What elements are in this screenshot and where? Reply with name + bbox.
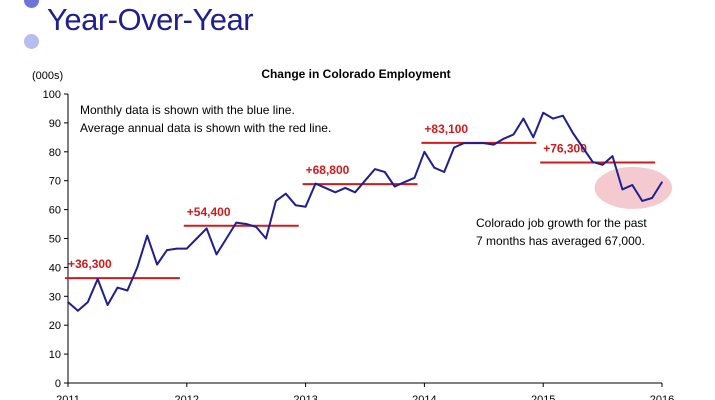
monthly-point (611, 155, 614, 157)
x-tick-label: 2012 (175, 394, 199, 400)
x-tick-label: 2011 (56, 394, 80, 400)
monthly-point (661, 181, 663, 183)
monthly-point (265, 237, 267, 240)
monthly-point (433, 166, 436, 169)
annotation-line-1: Monthly data is shown with the blue line… (80, 103, 295, 117)
monthly-point (146, 234, 148, 237)
monthly-point (393, 185, 396, 188)
monthly-point (156, 263, 158, 266)
bullet-top (24, 0, 39, 8)
highlight-note-line-2: 7 months has averaged 67,000. (476, 234, 645, 248)
monthly-point (542, 111, 544, 114)
monthly-point (532, 136, 535, 139)
y-tick-label: 30 (49, 291, 61, 303)
monthly-point (512, 133, 515, 136)
monthly-point (285, 192, 287, 195)
chart-title: Change in Colorado Employment (261, 67, 450, 81)
monthly-point (116, 286, 119, 289)
monthly-point (621, 188, 624, 191)
monthly-point (463, 142, 465, 144)
y-tick-label: 0 (55, 378, 61, 390)
monthly-point (423, 151, 426, 153)
annual-average-label: +54,400 (187, 205, 231, 219)
monthly-point (67, 301, 69, 303)
monthly-point (384, 171, 386, 173)
monthly-point (443, 171, 446, 173)
monthly-point (582, 146, 584, 149)
monthly-point (591, 161, 594, 163)
bullet-bottom (24, 34, 39, 49)
x-tick-label: 2016 (650, 394, 674, 400)
slide-title: Year-Over-Year (47, 2, 254, 37)
y-tick-label: 100 (43, 89, 61, 101)
y-axis-label: (000s) (32, 70, 63, 82)
monthly-point (235, 221, 238, 224)
annual-average-label: +83,100 (424, 122, 468, 136)
monthly-point (403, 181, 406, 183)
monthly-point (275, 200, 277, 202)
monthly-point (364, 179, 366, 182)
y-tick-label: 50 (49, 234, 61, 246)
x-tick-label: 2013 (293, 394, 317, 400)
y-tick-label: 60 (49, 205, 61, 217)
monthly-point (314, 182, 317, 185)
monthly-point (492, 143, 495, 146)
x-tick-label: 2015 (531, 394, 555, 400)
y-tick-label: 70 (49, 176, 61, 188)
monthly-point (245, 223, 247, 225)
monthly-point (374, 168, 376, 170)
monthly-point (413, 177, 416, 179)
x-tick-label: 2014 (412, 394, 436, 400)
monthly-point (225, 237, 228, 240)
annual-average-label: +68,800 (306, 163, 350, 177)
y-tick-label: 40 (49, 262, 61, 274)
monthly-point (483, 142, 485, 144)
monthly-point (215, 253, 218, 256)
annotation-line-2: Average annual data is shown with the re… (80, 121, 331, 135)
monthly-point (77, 309, 79, 312)
monthly-point (106, 304, 109, 306)
monthly-point (562, 114, 564, 117)
monthly-point (522, 117, 525, 120)
monthly-point (205, 227, 208, 230)
monthly-point (572, 132, 574, 134)
highlight-note-line-1: Colorado job growth for the past (476, 216, 647, 230)
monthly-point (631, 184, 634, 186)
monthly-point (552, 117, 554, 120)
monthly-point (186, 247, 188, 250)
monthly-point (136, 266, 139, 269)
monthly-point (96, 278, 99, 280)
y-tick-label: 10 (49, 349, 61, 361)
monthly-point (473, 142, 475, 144)
monthly-point (255, 226, 257, 228)
monthly-point (294, 204, 297, 207)
monthly-point (195, 237, 198, 240)
monthly-point (354, 191, 356, 194)
monthly-point (601, 164, 604, 166)
monthly-point (176, 247, 178, 250)
y-tick-label: 90 (49, 118, 61, 130)
monthly-point (126, 289, 129, 292)
monthly-point (304, 205, 307, 208)
monthly-point (166, 249, 168, 251)
annual-average-label: +76,300 (543, 141, 587, 155)
monthly-point (324, 187, 327, 189)
monthly-point (502, 137, 505, 140)
y-tick-label: 80 (49, 147, 61, 159)
monthly-point (651, 197, 653, 199)
monthly-point (87, 301, 89, 303)
annual-average-label: +36,300 (68, 257, 112, 271)
y-tick-label: 20 (49, 320, 61, 332)
monthly-point (334, 191, 337, 194)
monthly-point (641, 200, 643, 202)
monthly-point (344, 187, 347, 189)
monthly-point (453, 146, 455, 149)
